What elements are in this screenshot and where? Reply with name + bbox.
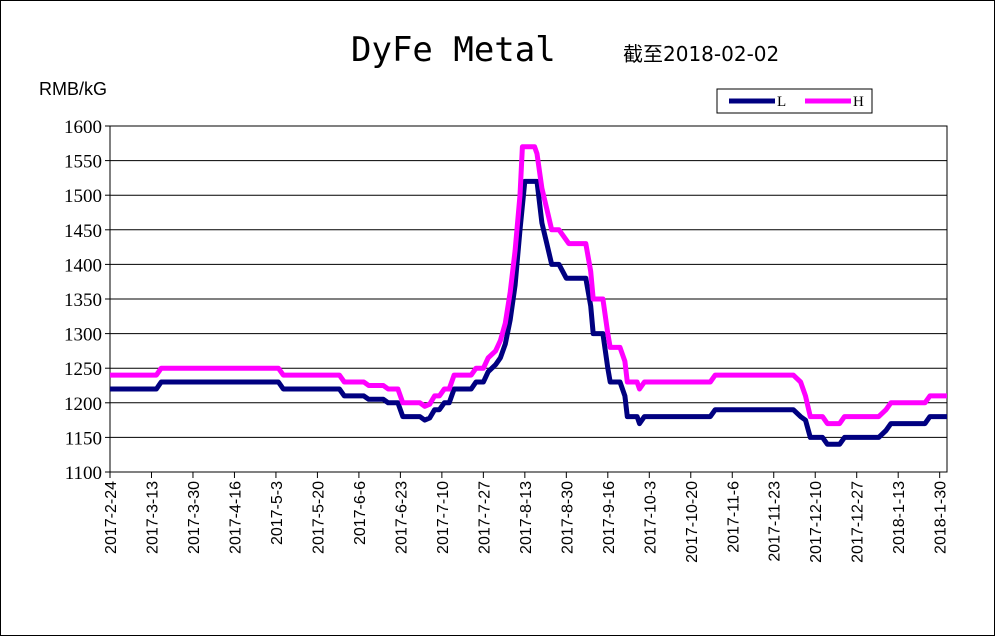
x-tick-label: 2017-10-20	[684, 481, 701, 563]
series-line-l	[110, 178, 947, 447]
y-tick-label: 1300	[64, 325, 102, 346]
x-tick-label: 2017-8-13	[518, 481, 535, 554]
y-tick-label: 1400	[64, 255, 102, 276]
x-tick-label: 2017-4-16	[227, 481, 244, 554]
x-tick-label: 2017-11-6	[725, 481, 742, 553]
x-tick-label: 2017-6-6	[352, 481, 369, 545]
x-tick-label: 2017-2-24	[103, 481, 120, 554]
y-tick-label: 1100	[65, 463, 102, 484]
y-axis-ticks: 1100 1150 1200 1250 1300 1350 1400 1450 1500 1550…	[64, 117, 110, 484]
x-tick-label: 2017-7-10	[435, 481, 452, 554]
x-tick-label: 2017-3-30	[186, 481, 203, 554]
y-tick-label: 1550	[64, 152, 102, 173]
series-line-h	[110, 144, 947, 427]
chart-title: DyFe Metal	[351, 30, 556, 70]
x-tick-label: 2017-7-27	[476, 481, 493, 554]
x-tick-label: 2017-11-23	[767, 481, 784, 562]
x-axis-ticks: 2017-2-24 2017-3-13 2017-3-30 2017-4-16 2017…	[103, 472, 950, 563]
y-tick-label: 1250	[64, 359, 102, 380]
x-tick-label: 2018-1-30	[933, 481, 950, 554]
y-axis-unit: RMB/kG	[39, 79, 107, 99]
gridlines	[110, 160, 947, 438]
x-tick-label: 2017-12-10	[808, 481, 825, 563]
legend-label-l: L	[777, 94, 786, 110]
x-tick-label: 2017-12-27	[850, 481, 867, 563]
x-tick-label: 2018-1-13	[891, 481, 908, 554]
x-tick-label: 2017-6-23	[393, 481, 410, 554]
x-tick-label: 2017-8-30	[559, 481, 576, 554]
y-tick-label: 1600	[64, 117, 102, 138]
x-tick-label: 2017-5-20	[310, 481, 327, 554]
x-tick-label: 2017-9-16	[601, 481, 618, 554]
x-tick-label: 2017-10-3	[642, 481, 659, 554]
y-tick-label: 1450	[64, 221, 102, 242]
y-tick-label: 1200	[64, 394, 102, 415]
legend: L H	[716, 88, 873, 114]
x-tick-label: 2017-5-3	[269, 481, 286, 545]
legend-label-h: H	[853, 94, 864, 110]
y-tick-label: 1500	[64, 186, 102, 207]
y-tick-label: 1350	[64, 290, 102, 311]
x-tick-label: 2017-3-13	[144, 481, 161, 554]
series-lines	[110, 144, 947, 447]
y-tick-label: 1150	[65, 428, 102, 449]
chart-subtitle: 截至2018-02-02	[623, 42, 779, 66]
